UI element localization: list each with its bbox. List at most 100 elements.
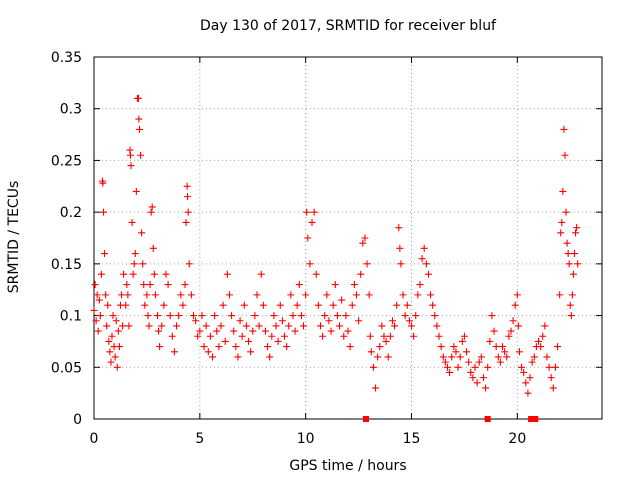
data-point: [559, 187, 567, 195]
data-point: [96, 312, 104, 320]
data-point: [316, 322, 324, 330]
data-point: [289, 312, 297, 320]
data-point: [100, 208, 108, 216]
data-point: [95, 296, 103, 304]
data-point: [486, 337, 494, 345]
data-point: [418, 255, 426, 263]
data-point: [401, 312, 409, 320]
data-point: [465, 358, 473, 366]
data-point: [90, 306, 98, 314]
data-point: [272, 322, 280, 330]
data-point: [560, 125, 568, 133]
data-point: [433, 322, 441, 330]
data-point: [543, 353, 551, 361]
data-point: [431, 312, 439, 320]
data-point: [145, 322, 153, 330]
data-point: [391, 322, 399, 330]
data-point: [327, 327, 335, 335]
data-point: [507, 327, 515, 335]
data-point: [130, 260, 138, 268]
data-point: [99, 179, 107, 187]
data-point: [141, 301, 149, 309]
data-point: [554, 343, 562, 351]
data-point: [217, 322, 225, 330]
data-point: [490, 327, 498, 335]
y-tick-label: 0.1: [60, 309, 82, 325]
data-point: [183, 182, 191, 190]
data-point: [492, 343, 500, 351]
data-point: [565, 260, 573, 268]
data-point: [469, 374, 477, 382]
data-point: [350, 281, 358, 289]
data-point: [558, 218, 566, 226]
data-point: [355, 317, 363, 325]
data-point: [138, 229, 146, 237]
data-point: [321, 312, 329, 320]
data-point: [151, 291, 159, 299]
data-point: [524, 389, 532, 397]
data-point: [134, 94, 142, 102]
data-point: [285, 322, 293, 330]
data-point: [300, 322, 308, 330]
data-point: [319, 332, 327, 340]
data-point: [312, 270, 320, 278]
data-point: [236, 317, 244, 325]
data-point: [549, 384, 557, 392]
data-point: [420, 244, 428, 252]
data-point: [574, 260, 582, 268]
data-point: [173, 322, 181, 330]
data-point: [427, 291, 435, 299]
data-point: [452, 348, 460, 356]
data-point: [526, 374, 534, 382]
data-point: [306, 260, 314, 268]
data-point: [240, 301, 248, 309]
data-point: [396, 244, 404, 252]
data-point: [97, 270, 105, 278]
data-point: [477, 353, 485, 361]
data-point: [230, 327, 238, 335]
data-point: [137, 151, 145, 159]
data-point: [295, 281, 303, 289]
data-point: [101, 250, 109, 258]
data-point: [94, 327, 102, 335]
data-point: [473, 379, 481, 387]
data-point: [342, 312, 350, 320]
data-point: [264, 343, 272, 351]
data-point: [572, 229, 580, 237]
data-point: [503, 353, 511, 361]
data-point: [92, 317, 100, 325]
data-point: [105, 337, 113, 345]
data-point: [124, 291, 132, 299]
data-point: [563, 239, 571, 247]
data-point: [281, 332, 288, 340]
data-point: [249, 327, 257, 335]
data-point: [344, 327, 352, 335]
y-tick-label: 0.25: [51, 153, 82, 169]
data-point: [104, 301, 112, 309]
data-point: [128, 218, 136, 226]
data-point: [251, 312, 259, 320]
zero-marker: [532, 416, 539, 422]
data-point: [488, 312, 496, 320]
data-point: [154, 312, 161, 320]
data-point: [162, 270, 170, 278]
data-point: [514, 322, 522, 330]
data-point: [573, 224, 581, 232]
data-point: [204, 348, 212, 356]
data-point: [150, 270, 158, 278]
data-point: [181, 281, 189, 289]
data-point: [482, 384, 490, 392]
data-point: [518, 363, 526, 371]
data-point: [435, 332, 443, 340]
data-point: [108, 332, 116, 340]
data-point: [276, 301, 284, 309]
data-point: [422, 260, 430, 268]
data-point: [223, 270, 231, 278]
data-point: [111, 353, 119, 361]
data-point: [127, 162, 135, 170]
data-point: [148, 203, 156, 211]
data-point: [429, 301, 437, 309]
data-point: [109, 312, 117, 320]
data-point: [209, 353, 217, 361]
data-point: [450, 343, 458, 351]
